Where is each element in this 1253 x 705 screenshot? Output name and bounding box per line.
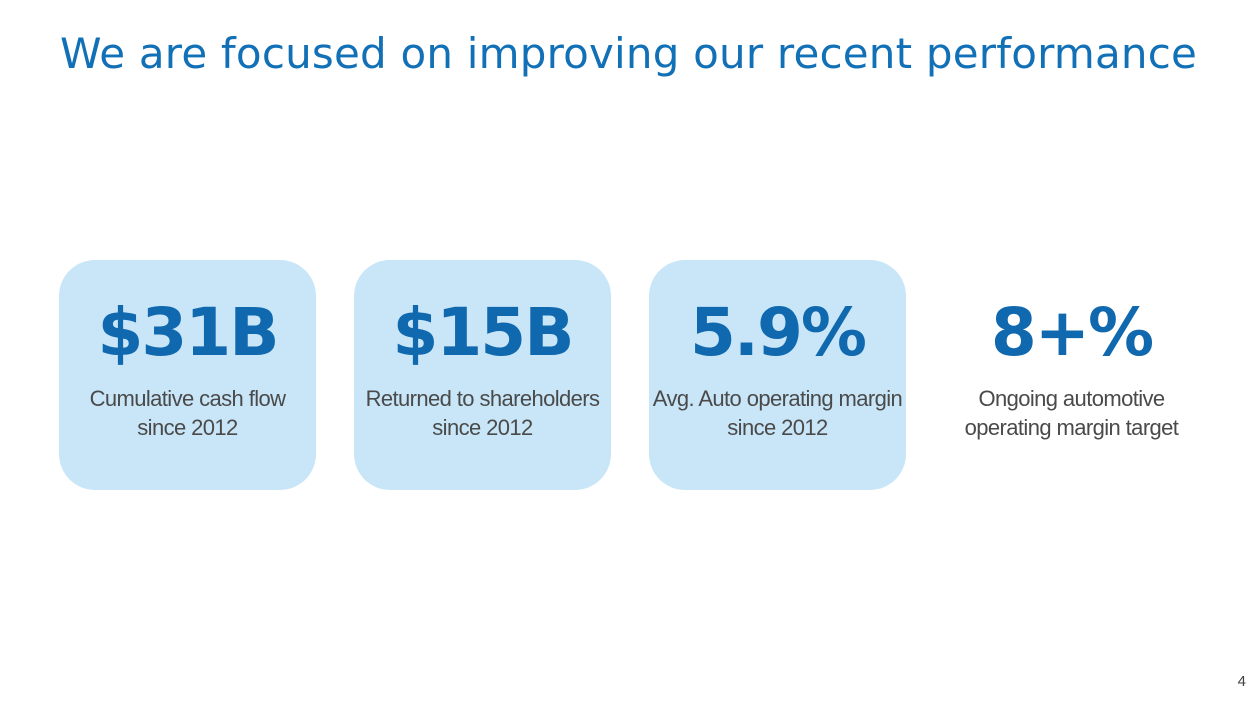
kpi-card-returned-to-shareholders: $15B Returned to shareholders since 2012: [354, 260, 611, 490]
kpi-label-line: Cumulative cash flow: [89, 386, 286, 411]
kpi-label: Returned to shareholders since 2012: [324, 384, 641, 442]
kpi-label-line: since 2012: [432, 415, 533, 440]
kpi-label: Ongoing automotive operating margin targ…: [913, 384, 1230, 442]
kpi-card-cash-flow: $31B Cumulative cash flow since 2012: [59, 260, 316, 490]
kpi-label: Cumulative cash flow since 2012: [29, 384, 346, 442]
kpi-label: Avg. Auto operating margin since 2012: [619, 384, 936, 442]
kpi-label-line: Ongoing automotive: [978, 386, 1165, 411]
kpi-label-line: Returned to shareholders: [365, 386, 600, 411]
slide-title: We are focused on improving our recent p…: [60, 29, 1198, 78]
kpi-value: 5.9%: [689, 294, 867, 371]
kpi-value: $31B: [97, 294, 279, 371]
kpi-label-line: Avg. Auto operating margin: [652, 386, 903, 411]
kpi-card-avg-operating-margin: 5.9% Avg. Auto operating margin since 20…: [649, 260, 906, 490]
kpi-label-line: since 2012: [137, 415, 238, 440]
kpi-label-line: since 2012: [727, 415, 828, 440]
page-number: 4: [1237, 673, 1246, 690]
kpi-value: 8+%: [990, 294, 1154, 371]
kpi-value: $15B: [392, 294, 574, 371]
kpi-card-margin-target: 8+% Ongoing automotive operating margin …: [943, 260, 1200, 490]
kpi-label-line: operating margin target: [964, 415, 1179, 440]
